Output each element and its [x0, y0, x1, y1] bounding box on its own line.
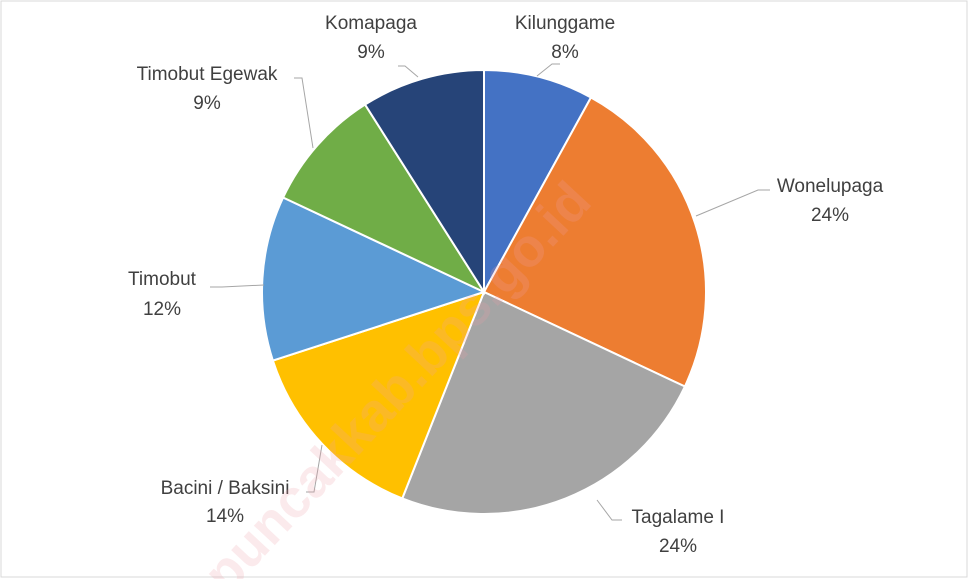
pie-slice	[483, 68, 593, 293]
slice-value-label: 8%	[551, 42, 579, 63]
slice-label: Timobut Egewak	[137, 64, 278, 85]
leader-line	[294, 77, 314, 149]
leader-line	[306, 444, 323, 493]
slice-value-label: 12%	[143, 299, 181, 320]
slice-label: Wonelupaga	[777, 176, 884, 197]
slice-value-label: 24%	[659, 536, 697, 557]
slice-value-label: 9%	[357, 42, 385, 63]
slice-value-label: 9%	[193, 93, 221, 114]
pie-slice	[400, 290, 687, 515]
slice-label: Timobut	[128, 269, 197, 290]
slice-value-label: 14%	[206, 506, 244, 527]
slice-label: Bacini / Baksini	[161, 478, 290, 499]
slice-value-label: 24%	[811, 205, 849, 226]
slice-label: Komapaga	[325, 13, 417, 34]
leader-line	[596, 499, 622, 521]
pie-slice	[281, 103, 487, 295]
slice-label: Tagalame I	[632, 507, 725, 528]
pie-slice	[363, 68, 485, 296]
pie-slice	[482, 96, 707, 388]
pie-slice	[261, 196, 487, 362]
leader-line	[536, 63, 560, 77]
leader-line	[210, 284, 265, 288]
leader-line	[398, 65, 419, 78]
slice-label: Kilunggame	[515, 13, 615, 34]
leader-line	[695, 189, 770, 217]
